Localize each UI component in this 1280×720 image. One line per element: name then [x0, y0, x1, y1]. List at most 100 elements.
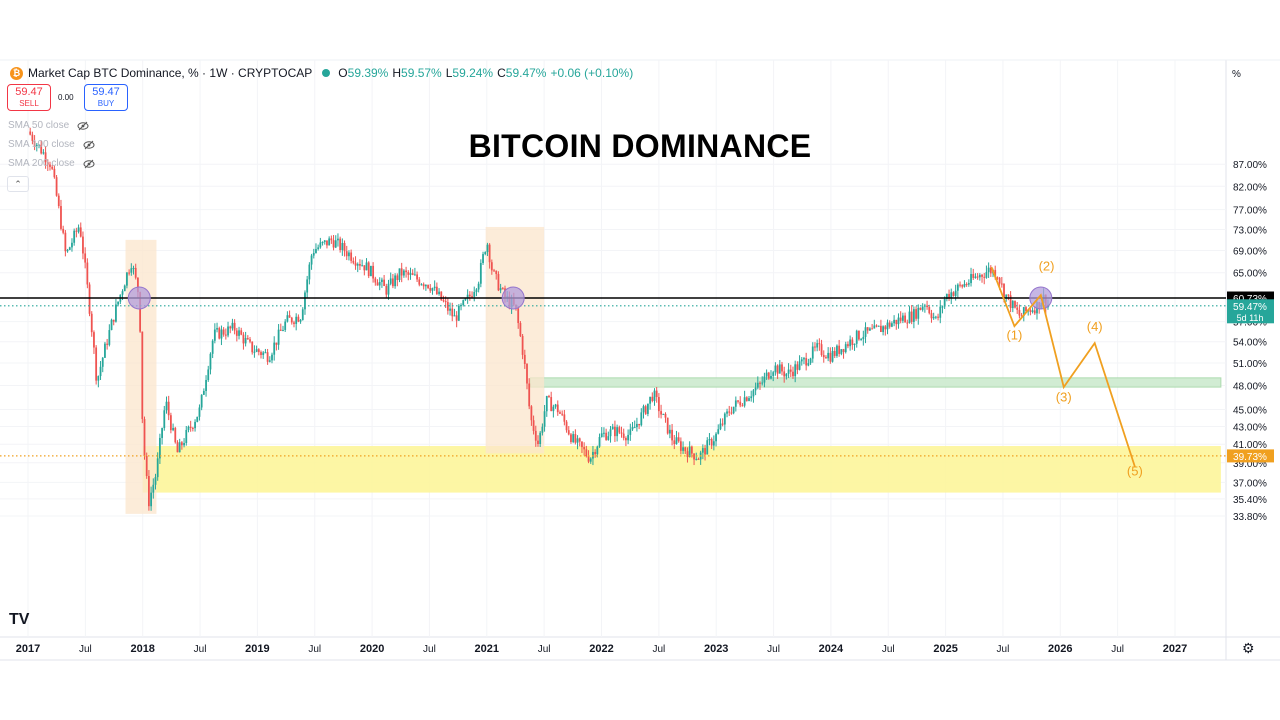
candle — [662, 413, 665, 415]
highlight-zone — [125, 239, 157, 514]
candle — [304, 292, 306, 310]
candle — [798, 361, 801, 370]
candle — [29, 131, 32, 135]
candle — [789, 369, 792, 372]
candle — [405, 270, 407, 273]
candle — [732, 406, 735, 414]
candle — [402, 270, 405, 276]
candle — [266, 352, 269, 362]
candle — [556, 404, 559, 413]
candle — [651, 396, 654, 401]
candle — [899, 317, 902, 321]
candle — [172, 427, 174, 431]
candle — [811, 346, 814, 359]
candle — [684, 447, 687, 452]
candle — [677, 437, 680, 442]
candle — [499, 288, 502, 291]
candle — [464, 298, 467, 301]
candle — [930, 313, 933, 319]
candle — [244, 338, 247, 344]
candle — [972, 274, 975, 278]
candle — [563, 414, 566, 422]
candle — [442, 300, 445, 302]
x-tick-label: 2024 — [819, 643, 844, 655]
gear-icon[interactable]: ⚙ — [1242, 640, 1255, 656]
candle — [253, 351, 256, 353]
candle — [176, 442, 179, 453]
support-zone — [142, 446, 1221, 493]
candle — [328, 238, 331, 246]
eye-off-icon[interactable] — [83, 159, 95, 169]
candle — [981, 274, 983, 277]
candle — [178, 442, 181, 453]
candle — [130, 268, 133, 273]
candle — [46, 162, 49, 165]
x-tick-label: Jul — [423, 644, 436, 655]
candle — [1000, 283, 1003, 285]
candle — [679, 441, 682, 451]
candle — [534, 430, 537, 441]
candle — [858, 330, 860, 340]
candle — [750, 396, 753, 399]
candle — [334, 240, 337, 248]
candle — [99, 366, 102, 377]
indicator-sma-100[interactable]: SMA 100 close — [8, 139, 95, 150]
buy-button[interactable]: 59.47 BUY — [84, 84, 128, 111]
candle — [152, 484, 155, 493]
candle — [917, 307, 920, 319]
bitcoin-icon: ₿ — [10, 66, 23, 80]
x-tick-label: 2020 — [360, 643, 384, 655]
candle — [767, 372, 770, 379]
candle — [649, 396, 651, 404]
candle — [712, 441, 715, 446]
candle — [93, 332, 95, 348]
candle — [295, 316, 298, 324]
candle — [288, 315, 291, 318]
candle — [348, 252, 350, 257]
candle — [994, 269, 997, 278]
candle — [260, 352, 262, 355]
candle — [145, 456, 148, 477]
candle — [422, 284, 425, 287]
candle — [299, 319, 302, 322]
candle — [822, 354, 825, 358]
candle — [319, 242, 322, 248]
indicator-sma-50[interactable]: SMA 50 close — [8, 120, 89, 131]
candle — [449, 308, 451, 311]
candle — [370, 265, 372, 277]
candle — [286, 315, 289, 322]
candle — [539, 432, 542, 445]
candle — [455, 315, 458, 321]
candle — [148, 476, 150, 507]
candle — [629, 429, 632, 435]
indicator-sma-200[interactable]: SMA 200 close — [8, 158, 95, 169]
candle — [611, 426, 614, 430]
candle — [895, 319, 898, 325]
candle — [435, 286, 438, 295]
price-label: 59.47% — [1233, 302, 1267, 313]
candle — [343, 243, 346, 252]
candle — [998, 277, 1001, 284]
candle — [121, 291, 124, 295]
candle — [618, 427, 621, 433]
candle — [706, 440, 709, 455]
candle — [183, 443, 185, 446]
sell-button[interactable]: 59.47 SELL — [7, 84, 51, 111]
candle — [101, 357, 104, 367]
candle — [622, 433, 625, 439]
eye-off-icon[interactable] — [77, 121, 89, 131]
candle — [686, 451, 689, 458]
candle — [438, 291, 440, 295]
candle — [167, 401, 170, 416]
eye-off-icon[interactable] — [83, 140, 95, 150]
candle — [249, 339, 251, 342]
symbol-title[interactable]: Market Cap BTC Dominance, % · 1W · CRYPT… — [28, 66, 313, 80]
x-tick-label: 2027 — [1163, 643, 1187, 655]
collapse-legend-icon[interactable]: ⌃ — [7, 176, 29, 192]
candle — [796, 364, 799, 370]
candle — [950, 292, 953, 299]
candle — [185, 429, 188, 444]
candle — [64, 232, 67, 252]
candle — [598, 437, 601, 447]
